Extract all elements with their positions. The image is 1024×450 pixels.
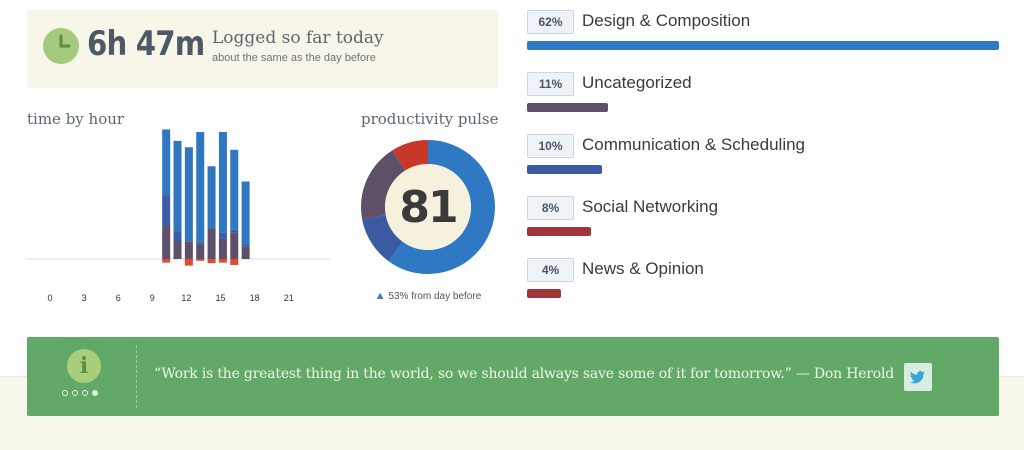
hour-bar-segment — [162, 129, 171, 196]
arrow-up-icon: ▲ — [374, 290, 386, 302]
pulse-score: 81 — [385, 164, 471, 250]
hour-bar-distracting — [207, 259, 216, 264]
productivity-pulse-donut[interactable]: 81 — [361, 140, 495, 274]
hour-bar-distracting — [230, 259, 239, 265]
category-name[interactable]: Social Networking — [582, 197, 719, 216]
hour-bar-segment — [196, 132, 205, 242]
pagination-dot[interactable] — [82, 390, 88, 396]
hour-bar-distracting — [196, 259, 205, 261]
hour-tick-label: 9 — [150, 293, 155, 303]
pagination-dot-active[interactable] — [92, 390, 98, 396]
logged-title: Logged so far today — [212, 28, 384, 48]
category-percent: 62% — [527, 10, 574, 34]
hour-bar-segment — [196, 241, 205, 244]
hour-bar-segment — [207, 228, 216, 259]
hour-bar-segment — [218, 132, 227, 233]
hour-tick-label: 21 — [284, 293, 294, 303]
quote-banner: i “Work is the greatest thing in the wor… — [27, 337, 999, 416]
time-by-hour-chart[interactable]: 0 3 6 9 12 15 18 21 — [27, 125, 333, 310]
hour-bar-segment — [207, 166, 216, 229]
hour-bar-segment — [218, 238, 227, 259]
logged-duration: 6h 47m — [87, 24, 205, 64]
hour-tick-label: 15 — [215, 293, 225, 303]
hour-bar-segment — [241, 181, 250, 246]
hour-bar-distracting — [218, 259, 227, 263]
hour-bar-segment — [218, 232, 227, 239]
quote-divider — [136, 345, 137, 408]
pulse-change: ▲ 53% from day before — [362, 290, 494, 302]
logged-time-card: 6h 47m Logged so far today about the sam… — [27, 10, 498, 88]
hour-tick-label: 18 — [250, 293, 260, 303]
info-icon: i — [67, 349, 101, 383]
hour-bar-segment — [230, 149, 239, 230]
pulse-change-label: 53% from day before — [388, 291, 482, 302]
category-row[interactable]: 8% Social Networking — [527, 196, 1007, 236]
hour-bar-segment — [162, 225, 171, 259]
category-row[interactable]: 4% News & Opinion — [527, 258, 1007, 298]
category-percent: 4% — [527, 258, 574, 282]
productivity-pulse-title: productivity pulse — [361, 110, 499, 128]
category-percent: 11% — [527, 72, 574, 96]
hour-tick-label: 0 — [47, 293, 52, 303]
category-name[interactable]: Uncategorized — [582, 73, 692, 92]
hour-bar-segment — [230, 232, 239, 259]
pagination-dot[interactable] — [72, 390, 78, 396]
hour-bar-segment — [173, 231, 182, 243]
pulse-segment — [361, 140, 495, 274]
category-bar — [527, 289, 561, 298]
hour-tick-label: 12 — [181, 293, 191, 303]
category-name[interactable]: Communication & Scheduling — [582, 135, 806, 154]
hour-bar-segment — [241, 246, 250, 259]
quote-text: “Work is the greatest thing in the world… — [154, 366, 895, 382]
time-by-hour-title: time by hour — [27, 110, 125, 128]
hour-bar-segment — [184, 147, 193, 242]
category-name[interactable]: Design & Composition — [582, 11, 751, 30]
hour-tick-label: 6 — [116, 293, 121, 303]
pagination-dot[interactable] — [62, 390, 68, 396]
category-percent: 8% — [527, 196, 574, 220]
hour-bar-segment — [162, 195, 171, 226]
category-bar — [527, 227, 591, 236]
category-name[interactable]: News & Opinion — [582, 259, 704, 278]
hour-bar-segment — [184, 241, 193, 259]
category-percent: 10% — [527, 134, 574, 158]
hour-bar-distracting — [162, 259, 171, 263]
quote-pagination — [62, 390, 98, 396]
clock-icon — [43, 28, 79, 64]
category-bar — [527, 165, 602, 174]
logged-comparison: about the same as the day before — [212, 52, 376, 64]
hour-bar-segment — [230, 229, 239, 233]
hour-bar-distracting — [184, 259, 193, 266]
tweet-quote-button[interactable] — [904, 363, 932, 391]
hour-bar-segment — [173, 140, 182, 232]
twitter-bird-icon — [909, 371, 925, 384]
hour-bar-segment — [173, 242, 182, 259]
hour-bar-segment — [241, 245, 250, 247]
hour-tick-label: 3 — [82, 293, 87, 303]
pulse-segment — [361, 140, 495, 274]
category-row[interactable]: 62% Design & Composition — [527, 10, 1007, 50]
category-bar — [527, 41, 999, 50]
category-row[interactable]: 10% Communication & Scheduling — [527, 134, 1007, 174]
category-row[interactable]: 11% Uncategorized — [527, 72, 1007, 112]
hour-bar-segment — [196, 243, 205, 259]
category-bar — [527, 103, 608, 112]
